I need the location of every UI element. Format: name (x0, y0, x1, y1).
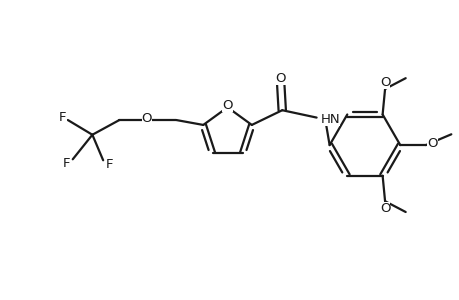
Text: O: O (222, 99, 232, 112)
Text: F: F (63, 157, 70, 170)
Text: HN: HN (320, 113, 339, 126)
Text: O: O (275, 72, 285, 85)
Text: O: O (379, 202, 390, 214)
Text: O: O (141, 112, 152, 125)
Text: O: O (379, 76, 390, 88)
Text: F: F (105, 158, 112, 171)
Text: O: O (426, 136, 437, 150)
Text: F: F (59, 111, 67, 124)
